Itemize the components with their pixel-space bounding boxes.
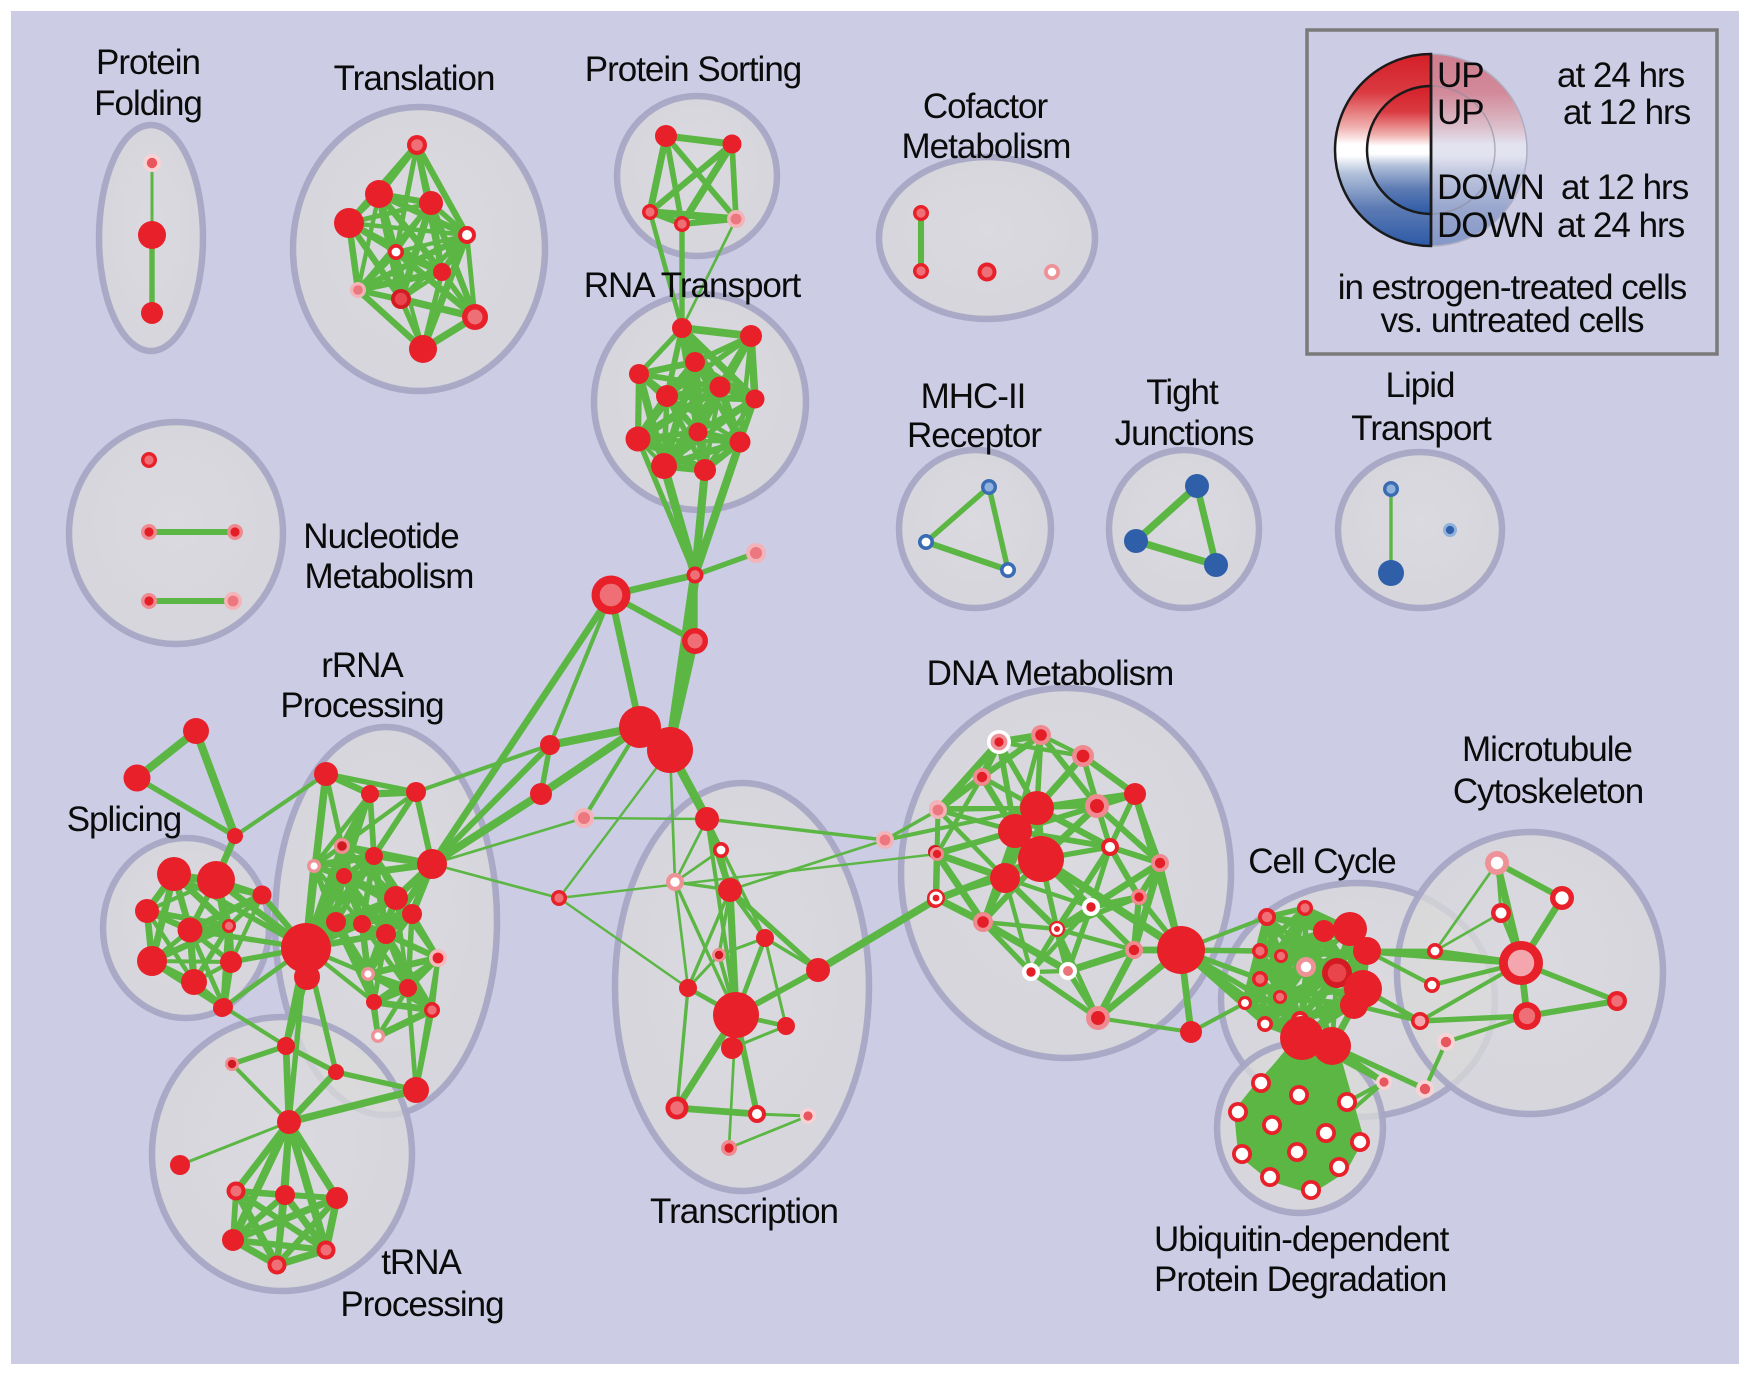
svg-text:vs. untreated cells: vs. untreated cells <box>1380 301 1644 340</box>
svg-text:tRNA: tRNA <box>381 1243 462 1282</box>
svg-text:Nucleotide: Nucleotide <box>303 517 458 556</box>
svg-text:in estrogen-treated cells: in estrogen-treated cells <box>1338 268 1687 307</box>
svg-text:RNA Transport: RNA Transport <box>584 266 802 305</box>
svg-text:at 24 hrs: at 24 hrs <box>1557 206 1685 245</box>
svg-text:rRNA: rRNA <box>321 646 404 685</box>
svg-text:Metabolism: Metabolism <box>305 557 474 596</box>
svg-text:Protein: Protein <box>96 43 200 82</box>
svg-text:Protein Sorting: Protein Sorting <box>585 50 802 89</box>
svg-text:at 12 hrs: at 12 hrs <box>1561 168 1689 207</box>
svg-text:Cell Cycle: Cell Cycle <box>1248 842 1396 881</box>
svg-text:Cytoskeleton: Cytoskeleton <box>1453 772 1643 811</box>
svg-text:Cofactor: Cofactor <box>923 87 1049 126</box>
svg-text:DOWN: DOWN <box>1437 206 1544 245</box>
svg-text:UP: UP <box>1437 56 1484 95</box>
svg-text:at 12 hrs: at 12 hrs <box>1563 93 1691 132</box>
svg-text:Junctions: Junctions <box>1115 414 1254 453</box>
svg-text:Protein Degradation: Protein Degradation <box>1154 1260 1446 1299</box>
svg-text:UP: UP <box>1437 93 1484 132</box>
svg-text:Transport: Transport <box>1351 409 1492 448</box>
svg-text:Translation: Translation <box>334 59 495 98</box>
svg-text:Folding: Folding <box>94 84 202 123</box>
svg-text:DOWN: DOWN <box>1437 168 1544 207</box>
svg-text:DNA Metabolism: DNA Metabolism <box>927 654 1174 693</box>
svg-text:Microtubule: Microtubule <box>1462 730 1632 769</box>
svg-text:Tight: Tight <box>1146 373 1219 412</box>
svg-text:Metabolism: Metabolism <box>902 127 1071 166</box>
svg-text:Splicing: Splicing <box>67 800 182 839</box>
svg-text:Processing: Processing <box>340 1285 503 1324</box>
svg-text:at 24 hrs: at 24 hrs <box>1557 56 1685 95</box>
svg-text:Receptor: Receptor <box>907 416 1042 455</box>
svg-text:Transcription: Transcription <box>650 1192 838 1231</box>
svg-text:Ubiquitin-dependent: Ubiquitin-dependent <box>1154 1220 1450 1259</box>
svg-text:MHC-II: MHC-II <box>921 377 1026 416</box>
svg-text:Processing: Processing <box>280 686 443 725</box>
svg-text:Lipid: Lipid <box>1386 366 1455 405</box>
